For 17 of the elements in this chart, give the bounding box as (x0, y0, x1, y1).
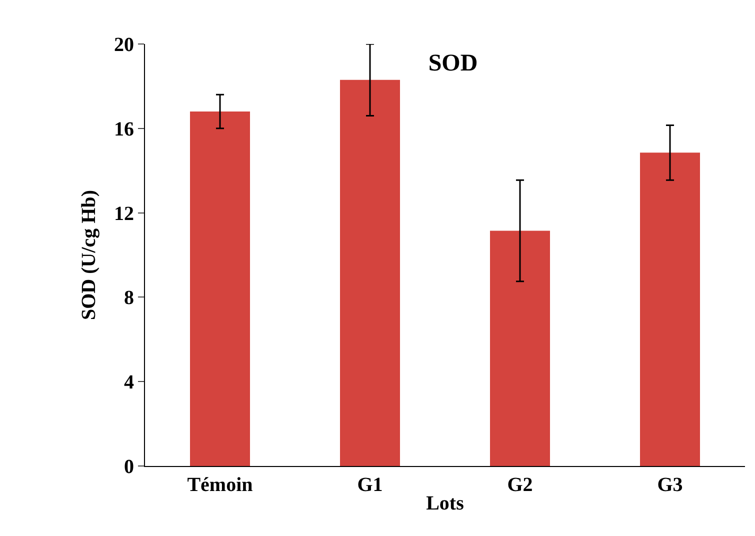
bar (490, 230, 550, 466)
chart-title: SOD (428, 50, 478, 76)
bar (640, 152, 700, 466)
y-tick-label: 4 (124, 372, 134, 394)
y-tick-label: 12 (114, 202, 134, 225)
y-tick-label: 0 (124, 456, 134, 478)
y-tick-label: 20 (114, 34, 134, 56)
bar (190, 112, 250, 466)
x-axis-title: Lots (426, 492, 464, 514)
y-tick-label: 8 (124, 287, 134, 310)
x-tick-label: G2 (507, 474, 533, 496)
bar (340, 80, 400, 466)
x-tick-label: G1 (357, 474, 383, 496)
y-axis-title: SOD (U/cg Hb) (78, 190, 100, 320)
x-tick-label: G3 (657, 474, 683, 496)
y-tick-label: 16 (114, 118, 134, 140)
x-tick-label: Témoin (187, 474, 253, 496)
